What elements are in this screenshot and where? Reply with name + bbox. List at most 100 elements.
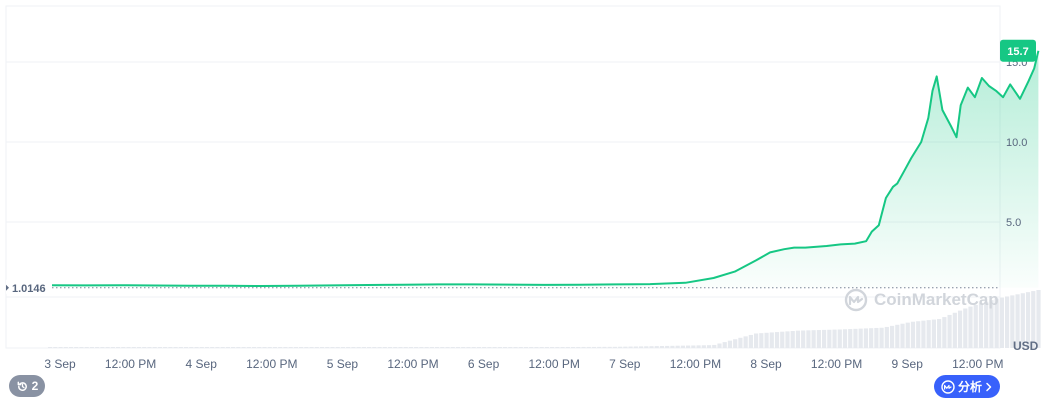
volume-bar: [189, 347, 194, 348]
x-tick-label: 7 Sep: [609, 357, 641, 371]
volume-bar: [607, 346, 612, 348]
baseline-arrow-icon: [6, 284, 9, 291]
volume-bar: [900, 323, 905, 348]
volume-bar: [550, 347, 555, 348]
volume-bar: [194, 347, 199, 348]
volume-bar: [722, 342, 727, 348]
volume-bar: [1010, 295, 1015, 348]
x-tick-label: 12:00 PM: [387, 357, 438, 371]
volume-bar: [544, 347, 550, 348]
volume-bar: [346, 347, 351, 348]
volume-bar: [905, 322, 910, 348]
volume-bar: [952, 312, 957, 348]
volume-bar: [309, 347, 314, 348]
volume-bar: [738, 337, 743, 348]
volume-bar: [748, 334, 753, 348]
volume-bar: [701, 345, 706, 348]
volume-bar: [623, 346, 628, 348]
volume-bar: [455, 347, 461, 348]
volume-bar: [246, 347, 251, 348]
volume-bar: [136, 347, 142, 348]
volume-bar: [586, 346, 591, 348]
x-tick-label: 12:00 PM: [670, 357, 721, 371]
volume-bar: [717, 343, 722, 348]
volume-bar: [727, 340, 733, 348]
volume-bar: [931, 319, 937, 348]
analyze-button[interactable]: 分析: [934, 375, 1000, 398]
volume-bar: [597, 346, 602, 348]
volume-bar: [957, 310, 963, 348]
volume-bar: [152, 347, 157, 348]
volume-bar: [539, 347, 544, 348]
volume-bar: [304, 347, 309, 348]
volume-bar: [293, 347, 298, 348]
volume-bar: [984, 301, 989, 348]
currency-label: USD: [1013, 339, 1039, 353]
y-tick-label: 5.0: [1006, 217, 1021, 229]
volume-bar: [848, 329, 853, 348]
y-tick-label: 10.0: [1006, 137, 1027, 149]
volume-bar: [403, 347, 408, 348]
volume-bar: [649, 346, 654, 348]
volume-bars: [48, 290, 1041, 348]
volume-bar: [555, 347, 560, 348]
volume-bar: [377, 347, 382, 348]
volume-bar: [774, 332, 780, 348]
volume-bar: [696, 345, 701, 348]
volume-bar: [131, 347, 136, 348]
history-button[interactable]: 2: [9, 375, 45, 397]
volume-bar: [476, 347, 482, 348]
volume-bar: [84, 347, 89, 348]
volume-bar: [100, 347, 105, 348]
baseline-label-bg: [6, 279, 52, 294]
analyze-label: 分析: [957, 380, 982, 394]
volume-bar: [126, 347, 131, 348]
volume-bar: [801, 330, 806, 348]
volume-bar: [869, 328, 874, 348]
volume-bar: [754, 333, 759, 348]
volume-bar: [576, 346, 581, 348]
volume-bar: [644, 346, 649, 348]
volume-bar: [115, 347, 121, 348]
volume-bar: [278, 347, 283, 348]
x-tick-label: 9 Sep: [892, 357, 924, 371]
x-tick-label: 12:00 PM: [246, 357, 297, 371]
volume-bar: [325, 347, 330, 348]
volume-bar: [769, 332, 774, 348]
volume-bar: [466, 347, 471, 348]
coinmarketcap-logo-icon: [844, 288, 868, 312]
current-price-badge: 15.7: [1000, 39, 1036, 62]
volume-bar: [686, 345, 691, 348]
volume-bar: [712, 344, 717, 348]
volume-bar: [968, 306, 973, 348]
volume-bar: [999, 297, 1004, 348]
volume-bar: [267, 347, 272, 348]
volume-bar: [142, 347, 147, 348]
volume-bar: [393, 347, 398, 348]
volume-bar: [633, 346, 638, 348]
volume-bar: [231, 347, 236, 348]
volume-bar: [168, 347, 173, 348]
volume-bar: [513, 347, 518, 348]
volume-bar: [706, 345, 712, 348]
volume-bar: [199, 347, 204, 348]
volume-bar: [560, 347, 565, 348]
x-tick-label: 8 Sep: [750, 357, 782, 371]
volume-bar: [618, 346, 623, 348]
volume-bar: [638, 346, 644, 348]
current-price-badge-bg: [1000, 39, 1036, 62]
x-tick-label: 12:00 PM: [811, 357, 862, 371]
volume-bar: [157, 347, 163, 348]
chevron-right-icon: [986, 382, 992, 391]
volume-bar: [1031, 291, 1036, 348]
volume-bar: [272, 347, 278, 348]
price-line-layer: [49, 50, 1040, 287]
volume-bar: [79, 347, 84, 348]
volume-bar: [330, 347, 335, 348]
volume-bar: [858, 328, 863, 348]
volume-bar: [570, 347, 576, 348]
volume-bar: [1025, 292, 1031, 348]
volume-bar: [351, 347, 356, 348]
price-line: [49, 50, 1040, 287]
